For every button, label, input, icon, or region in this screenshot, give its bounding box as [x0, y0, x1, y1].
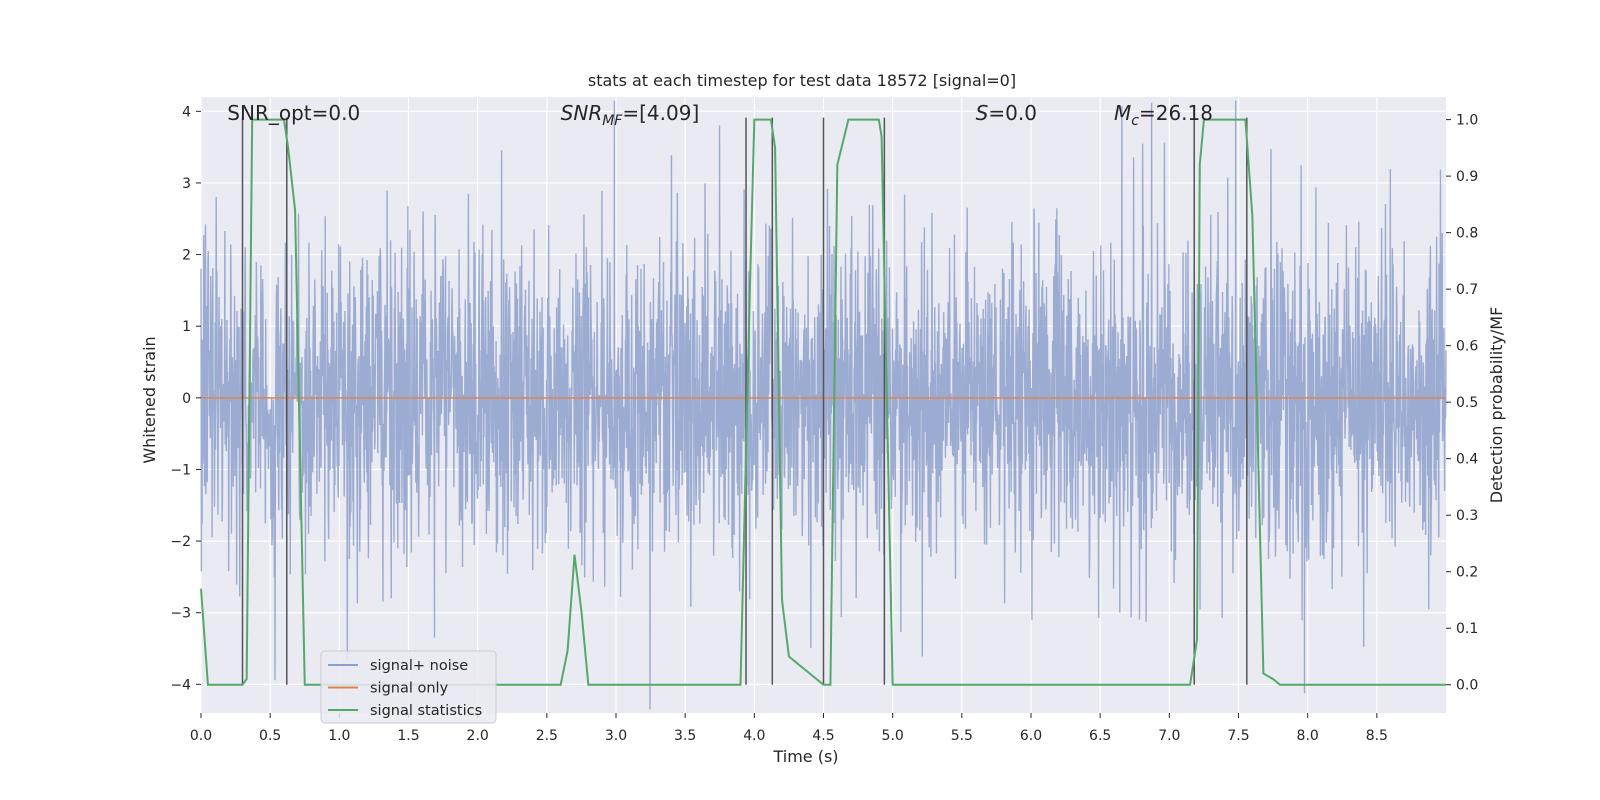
- chart-title: stats at each timestep for test data 185…: [588, 71, 1016, 90]
- x-tick-label: 2.5: [536, 728, 558, 744]
- y2-tick-label: 0.8: [1456, 226, 1478, 242]
- signal-statistics-line: [200, 118, 1446, 686]
- x-tick-label: 1.0: [328, 728, 350, 744]
- annotation-text: Mc=26.18: [1114, 101, 1213, 129]
- y2-tick-label: 0.5: [1456, 395, 1478, 411]
- legend: signal+ noise signal only signal statistic…: [320, 650, 497, 724]
- signal-statistics-series: [200, 118, 1446, 686]
- annotation-value: =[4.09]: [622, 101, 699, 125]
- x-tick-label: 3.0: [605, 728, 627, 744]
- y2-axis-label: Detection probability/MF: [1487, 307, 1506, 504]
- x-tick-label: 3.5: [674, 728, 696, 744]
- annotation-subscript: c: [1131, 113, 1139, 129]
- y-axis-label: Whitened strain: [140, 336, 159, 463]
- annotation-base: M: [1114, 101, 1131, 125]
- y2-tick-label: 0.3: [1456, 508, 1478, 524]
- y2-tick-label: 0.0: [1456, 678, 1478, 694]
- annotation-subscript: MF: [602, 113, 623, 129]
- x-axis-label: Time (s): [772, 747, 838, 766]
- annotation-base: S: [976, 101, 989, 125]
- legend-box: [320, 650, 497, 724]
- y2-tick-label: 0.7: [1456, 282, 1478, 298]
- y-tick-label: 2: [182, 248, 191, 264]
- annotation-base: SNR: [561, 101, 603, 125]
- x-tick-label: 2.0: [467, 728, 489, 744]
- y-tick-label: −2: [170, 534, 191, 550]
- x-tick-label: 8.0: [1297, 728, 1319, 744]
- x-tick-label: 8.5: [1366, 728, 1388, 744]
- y-tick-label: 3: [182, 176, 191, 192]
- annotation-text: SNR_opt=0.0: [227, 101, 360, 125]
- x-tick-label: 7.5: [1227, 728, 1249, 744]
- annotation-value: =26.18: [1139, 101, 1213, 125]
- y2-tick-label: 0.6: [1456, 339, 1478, 355]
- x-tick-label: 4.0: [743, 728, 765, 744]
- legend-label: signal statistics: [370, 703, 482, 719]
- y-tick-label: −1: [170, 462, 191, 478]
- annotation-text: SNRMF=[4.09]: [561, 101, 700, 129]
- y-tick-label: −4: [170, 677, 191, 693]
- y2-tick-label: 0.1: [1456, 621, 1478, 637]
- x-tick-label: 4.5: [812, 728, 834, 744]
- y-tick-label: 1: [182, 319, 191, 335]
- x-tick-label: 0.0: [190, 728, 212, 744]
- x-tick-label: 5.5: [951, 728, 973, 744]
- y2-tick-label: 0.4: [1456, 452, 1478, 468]
- annotations: SNR_opt=0.0 SNRMF=[4.09] S=0.0 Mc=26.18: [227, 101, 1213, 129]
- y-tick-label: 4: [182, 104, 191, 120]
- x-tick-label: 6.0: [1020, 728, 1042, 744]
- x-tick-label: 7.0: [1158, 728, 1180, 744]
- y-tick-label: −3: [170, 606, 191, 622]
- legend-label: signal+ noise: [370, 658, 468, 674]
- y2-tick-label: 0.9: [1456, 169, 1478, 185]
- x-tick-label: 6.5: [1089, 728, 1111, 744]
- y2-tick-label: 1.0: [1456, 113, 1478, 129]
- axis-ticks: 0.0 0.5 1.0 1.5 2.0 2.5 3.0 3.5 4.0 4.5 5.0 5.5 6.0 6…: [170, 104, 1478, 744]
- y2-tick-label: 0.2: [1456, 565, 1478, 581]
- x-tick-label: 5.0: [882, 728, 904, 744]
- x-tick-label: 1.5: [397, 728, 419, 744]
- annotation-text: S=0.0: [976, 101, 1037, 125]
- legend-label: signal only: [370, 681, 449, 697]
- x-tick-label: 0.5: [259, 728, 281, 744]
- event-markers: [241, 117, 1248, 685]
- annotation-value: =0.0: [988, 101, 1037, 125]
- y-tick-label: 0: [182, 391, 191, 407]
